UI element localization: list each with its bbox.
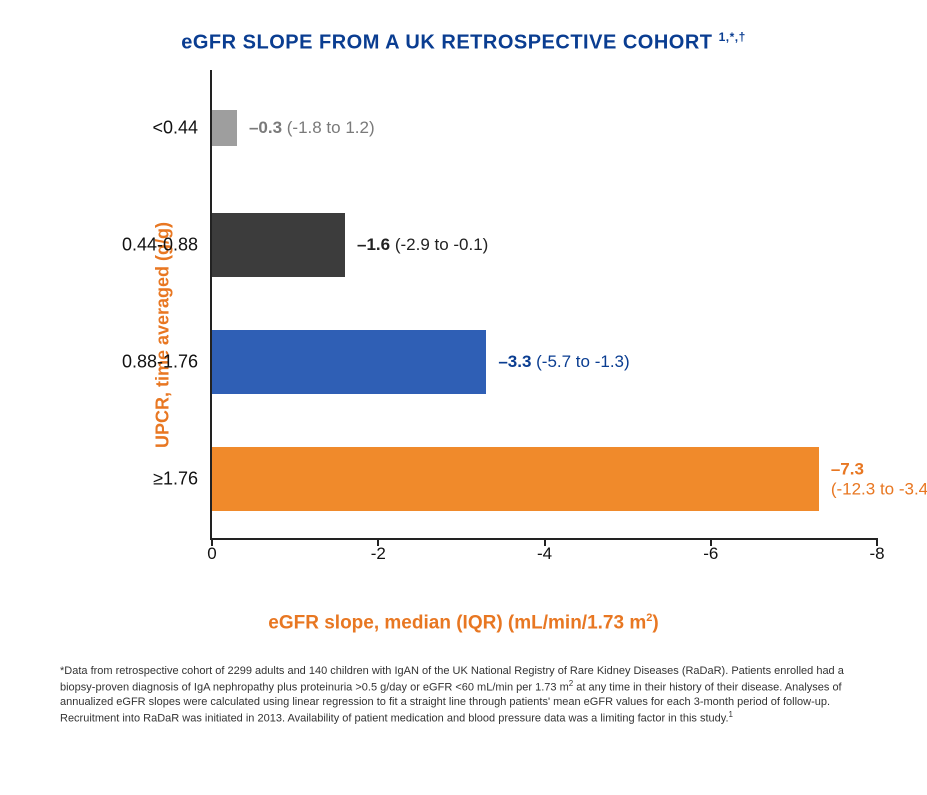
value-label: –0.3 (-1.8 to 1.2) [249,118,375,138]
bar [212,330,486,394]
median-text: –7.3 [831,460,927,480]
chart-plot: UPCR, time averaged (g/g) <0.44–0.3 (-1.… [100,70,877,600]
chart-title-sup: 1,*,† [719,30,746,44]
chart-inner: <0.44–0.3 (-1.8 to 1.2) 0.44-0.88–1.6 (-2… [210,70,877,540]
iqr-text: (-1.8 to 1.2) [287,118,375,137]
bar [212,110,237,145]
iqr-text: (-5.7 to -1.3) [536,352,630,371]
x-axis-label-tail: ) [652,612,658,633]
footnote: *Data from retrospective cohort of 2299 … [60,664,867,727]
median-text: –1.6 [357,235,395,254]
x-axis-label: eGFR slope, median (IQR) (mL/min/1.73 m2… [40,612,887,634]
page-root: eGFR SLOPE FROM A UK RETROSPECTIVE COHOR… [0,0,927,795]
chart-title-text: eGFR SLOPE FROM A UK RETROSPECTIVE COHOR… [181,32,712,54]
bar-row: ≥1.76–7.3 (-12.3 to -3.4) [212,447,877,511]
x-tick-label: -6 [703,538,718,564]
value-label: –7.3 (-12.3 to -3.4) [831,460,927,499]
category-label: 0.44-0.88 [122,235,212,256]
category-label: ≥1.76 [153,469,212,490]
value-label: –1.6 (-2.9 to -0.1) [357,235,488,255]
iqr-text: (-2.9 to -0.1) [395,235,489,254]
x-tick-label: -4 [537,538,552,564]
footnote-sup2: 1 [729,710,733,719]
bar-row: 0.44-0.88–1.6 (-2.9 to -0.1) [212,213,877,277]
x-tick-label: 0 [207,538,216,564]
bar-row: <0.44–0.3 (-1.8 to 1.2) [212,110,877,145]
chart-title: eGFR SLOPE FROM A UK RETROSPECTIVE COHOR… [40,30,887,55]
category-label: <0.44 [152,118,212,139]
x-tick-label: -8 [869,538,884,564]
category-label: 0.88-1.76 [122,352,212,373]
x-axis-label-lead: eGFR slope, median (IQR) (mL/min/1.73 m [268,612,646,633]
median-text: –3.3 [498,352,536,371]
bar-row: 0.88-1.76–3.3 (-5.7 to -1.3) [212,330,877,394]
bar [212,213,345,277]
median-text: –0.3 [249,118,287,137]
iqr-text: (-12.3 to -3.4) [831,479,927,499]
x-tick-label: -2 [371,538,386,564]
bar [212,447,819,511]
value-label: –3.3 (-5.7 to -1.3) [498,352,629,372]
